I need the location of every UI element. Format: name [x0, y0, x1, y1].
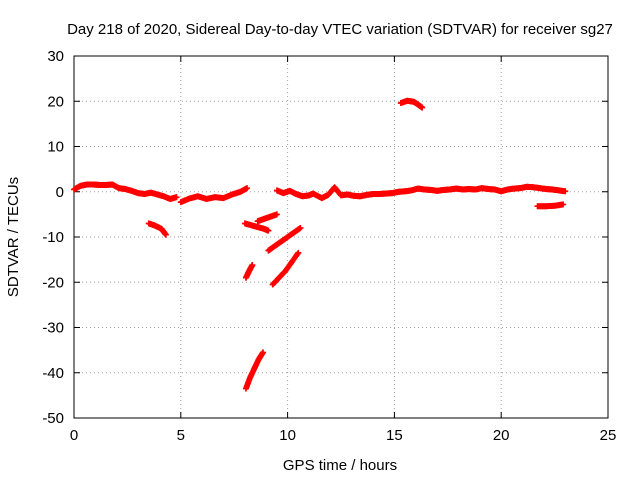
y-tick-label: 0 — [56, 184, 64, 201]
data-point — [294, 250, 301, 257]
y-tick-label: -50 — [42, 410, 64, 427]
series-arc-9.2h — [265, 224, 304, 254]
grid-lines — [74, 56, 608, 418]
series-arc-8h-steep — [242, 349, 267, 392]
data-points — [71, 97, 569, 392]
series-arc-3.5h — [145, 220, 169, 238]
y-tick-label: 30 — [47, 48, 64, 65]
y-tick-label: -30 — [42, 320, 64, 337]
data-point — [162, 231, 169, 238]
data-point — [560, 201, 567, 208]
y-tick-label: 20 — [47, 93, 64, 110]
series-arc-8h-short — [242, 262, 256, 281]
series-main-band-early — [71, 181, 180, 202]
x-tick-label: 25 — [600, 427, 617, 444]
data-point — [173, 194, 180, 201]
x-tick-labels: 0 5 10 15 20 25 — [70, 427, 617, 444]
data-point — [244, 185, 251, 192]
x-tick-label: 20 — [493, 427, 510, 444]
x-tick-label: 10 — [279, 427, 296, 444]
x-tick-label: 15 — [386, 427, 403, 444]
data-point — [273, 211, 280, 218]
y-tick-label: -20 — [42, 274, 64, 291]
series-arc-9.3h — [269, 249, 302, 288]
axis-ticks — [73, 55, 609, 419]
data-point — [295, 249, 302, 256]
series-arc-high — [397, 97, 426, 111]
x-tick-label: 0 — [70, 427, 78, 444]
x-axis-label: GPS time / hours — [283, 457, 397, 474]
y-tick-labels: -50 -40 -30 -20 -10 0 10 20 30 — [42, 48, 64, 427]
y-axis-label: SDTVAR / TECUs — [5, 177, 22, 297]
data-point — [562, 188, 569, 195]
data-point — [260, 349, 267, 356]
y-tick-label: -40 — [42, 365, 64, 382]
data-point — [297, 224, 304, 231]
chart-title: Day 218 of 2020, Sidereal Day-to-day VTE… — [67, 21, 613, 38]
data-point — [419, 104, 426, 111]
series-arc-9h-upper — [254, 211, 280, 225]
y-tick-label: -10 — [42, 229, 64, 246]
x-tick-label: 5 — [177, 427, 185, 444]
series-main-band-mid — [177, 185, 251, 206]
series-arc-8h-flat — [241, 220, 272, 234]
y-tick-label: 10 — [47, 139, 64, 156]
series-main-band-late — [273, 183, 569, 202]
data-point — [265, 227, 272, 234]
data-point — [249, 262, 256, 269]
series-arc-22h — [534, 201, 567, 210]
